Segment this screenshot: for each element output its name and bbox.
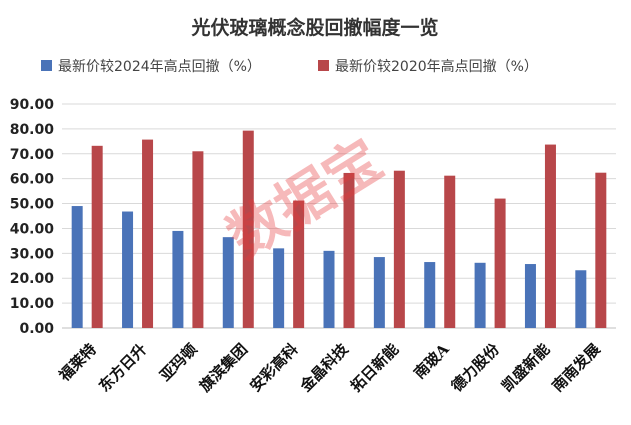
bar-2020 bbox=[293, 200, 305, 328]
legend-swatch-2024 bbox=[41, 60, 52, 71]
x-tick-label: 拓日新能 bbox=[347, 340, 402, 395]
bar-2024 bbox=[424, 262, 436, 328]
bar-2024 bbox=[222, 237, 234, 328]
y-tick-label: 40.00 bbox=[10, 221, 55, 237]
bar-2024 bbox=[273, 248, 285, 328]
y-tick-label: 70.00 bbox=[10, 147, 55, 163]
x-tick-label: 亚玛顿 bbox=[156, 340, 201, 385]
y-tick-label: 60.00 bbox=[10, 172, 55, 188]
bar-2024 bbox=[122, 211, 134, 328]
bars bbox=[71, 130, 607, 328]
bar-2020 bbox=[242, 130, 254, 328]
bar-2024 bbox=[373, 257, 385, 328]
bar-2024 bbox=[71, 206, 83, 328]
x-tick-label: 南南发展 bbox=[548, 340, 603, 395]
x-tick-label: 德力股份 bbox=[448, 339, 504, 395]
y-tick-label: 30.00 bbox=[10, 246, 55, 262]
x-tick-label: 凯盛新能 bbox=[498, 340, 553, 395]
y-tick-label: 90.00 bbox=[10, 97, 55, 113]
chart-title: 光伏玻璃概念股回撤幅度一览 bbox=[190, 16, 438, 39]
bar-2020 bbox=[444, 175, 456, 328]
legend-label-2024: 最新价较2024年高点回撤（%） bbox=[58, 58, 261, 75]
bar-2020 bbox=[494, 198, 506, 328]
bar-2020 bbox=[91, 145, 103, 328]
bar-2020 bbox=[595, 172, 607, 328]
legend-swatch-2020 bbox=[318, 60, 329, 71]
y-tick-label: 0.00 bbox=[19, 321, 54, 337]
x-tick-label: 金晶科技 bbox=[296, 339, 353, 396]
bar-2020 bbox=[393, 170, 405, 328]
bar-2024 bbox=[172, 230, 184, 328]
x-tick-label: 东方日升 bbox=[95, 340, 150, 395]
bar-2024 bbox=[524, 264, 536, 328]
y-tick-label: 50.00 bbox=[10, 197, 55, 213]
bar-2020 bbox=[343, 172, 355, 328]
y-tick-label: 10.00 bbox=[10, 296, 55, 312]
bar-2024 bbox=[323, 250, 335, 328]
x-tick-label: 安彩高科 bbox=[246, 340, 301, 395]
legend: 最新价较2024年高点回撤（%） 最新价较2020年高点回撤（%） bbox=[41, 58, 538, 75]
bar-2020 bbox=[142, 139, 154, 328]
y-tick-label: 80.00 bbox=[10, 122, 55, 138]
x-tick-label: 旗滨集团 bbox=[196, 340, 251, 395]
gridlines bbox=[62, 103, 616, 329]
y-axis-ticks: 0.00 10.00 20.00 30.00 40.00 50.00 60.00 70.00 8… bbox=[10, 97, 55, 337]
bar-2024 bbox=[575, 270, 587, 328]
x-tick-label: 福莱特 bbox=[55, 340, 100, 385]
bar-2024 bbox=[474, 262, 486, 328]
legend-label-2020: 最新价较2020年高点回撤（%） bbox=[335, 58, 538, 75]
bar-2020 bbox=[544, 144, 556, 328]
x-tick-label: 南玻A bbox=[410, 340, 452, 382]
bar-2020 bbox=[192, 151, 204, 328]
y-tick-label: 20.00 bbox=[10, 271, 55, 287]
